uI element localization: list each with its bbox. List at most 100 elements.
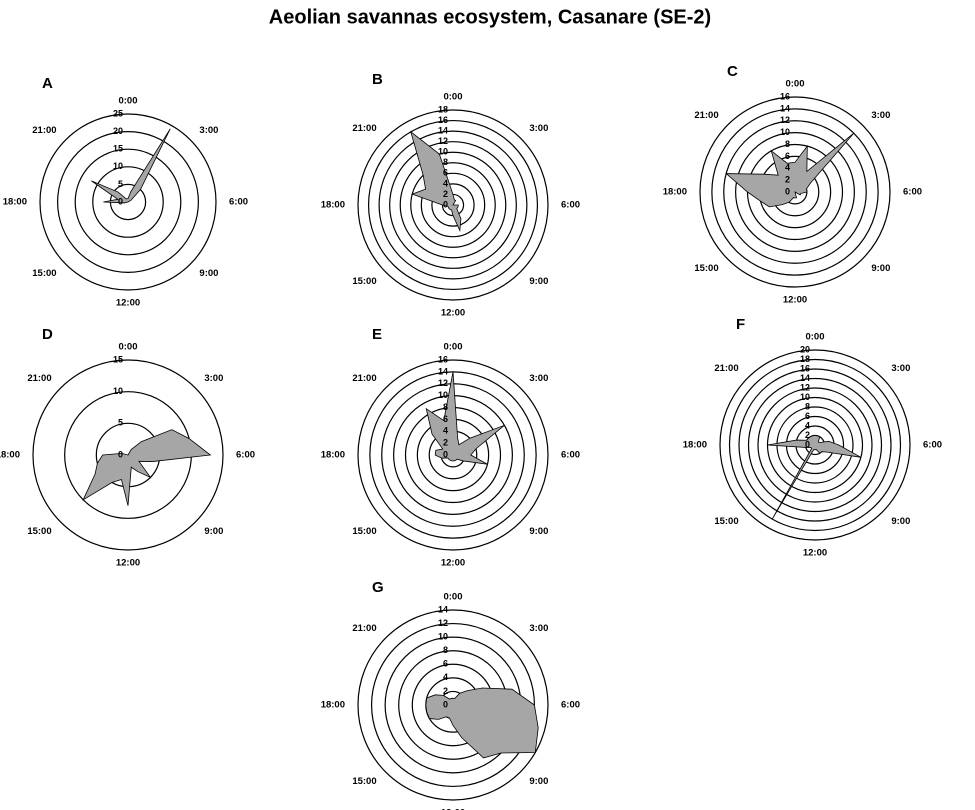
y-tick-label: 12 (438, 136, 448, 146)
hour-label: 18:00 (321, 200, 345, 211)
hour-label: 15:00 (352, 276, 376, 287)
hour-label: 0:00 (443, 342, 462, 353)
hour-label: 12:00 (116, 298, 140, 309)
hour-label: 18:00 (663, 187, 687, 198)
hour-label: 0:00 (118, 96, 137, 107)
y-tick-label: 16 (438, 115, 448, 125)
y-tick-label: 10 (438, 632, 448, 642)
hour-label: 18:00 (321, 700, 345, 711)
y-tick-label: 8 (443, 645, 448, 655)
hour-label: 12:00 (803, 548, 827, 559)
y-tick-label: 10 (113, 161, 123, 171)
hour-label: 3:00 (199, 125, 218, 136)
y-tick-label: 12 (800, 382, 810, 392)
y-tick-label: 14 (780, 103, 790, 113)
activity-area (91, 129, 170, 203)
hour-label: 15:00 (352, 776, 376, 787)
y-tick-label: 18 (800, 354, 810, 364)
hour-label: 9:00 (871, 263, 890, 274)
y-tick-label: 2 (785, 175, 790, 185)
hour-label: 18:00 (0, 450, 20, 461)
y-tick-label: 4 (805, 420, 810, 430)
hour-label: 9:00 (529, 526, 548, 537)
activity-area (768, 436, 861, 520)
y-tick-label: 2 (443, 438, 448, 448)
y-tick-label: 0 (443, 199, 448, 209)
y-tick-label: 20 (800, 344, 810, 354)
hour-label: 9:00 (204, 526, 223, 537)
hour-label: 0:00 (443, 592, 462, 603)
y-tick-label: 10 (438, 147, 448, 157)
hour-label: 0:00 (118, 342, 137, 353)
y-tick-label: 8 (785, 139, 790, 149)
y-tick-label: 4 (443, 178, 448, 188)
hour-label: 15:00 (32, 268, 56, 279)
hour-label: 6:00 (561, 700, 580, 711)
y-tick-label: 0 (118, 196, 123, 206)
y-tick-label: 14 (800, 373, 810, 383)
hour-label: 21:00 (27, 373, 51, 384)
panel-label: C (727, 63, 738, 80)
hour-label: 21:00 (694, 110, 718, 121)
hour-label: 6:00 (923, 440, 942, 451)
y-tick-label: 14 (438, 366, 448, 376)
y-tick-label: 12 (438, 378, 448, 388)
y-tick-label: 15 (113, 354, 123, 364)
hour-label: 12:00 (116, 558, 140, 569)
y-tick-label: 2 (443, 189, 448, 199)
hour-label: 15:00 (27, 526, 51, 537)
hour-label: 21:00 (352, 373, 376, 384)
hour-label: 18:00 (321, 450, 345, 461)
panel-label: F (736, 316, 745, 333)
y-tick-label: 25 (113, 108, 123, 118)
y-tick-label: 2 (805, 430, 810, 440)
hour-label: 9:00 (891, 516, 910, 527)
hour-label: 6:00 (561, 200, 580, 211)
hour-label: 0:00 (785, 79, 804, 90)
hour-label: 21:00 (32, 125, 56, 136)
y-tick-label: 4 (443, 426, 448, 436)
y-tick-label: 14 (438, 125, 448, 135)
hour-label: 18:00 (3, 197, 27, 208)
y-tick-label: 14 (438, 604, 448, 614)
y-tick-label: 16 (780, 91, 790, 101)
y-tick-label: 10 (800, 392, 810, 402)
y-tick-label: 10 (780, 127, 790, 137)
hour-label: 0:00 (805, 332, 824, 343)
y-tick-label: 6 (443, 414, 448, 424)
y-tick-label: 5 (118, 179, 123, 189)
y-tick-label: 0 (443, 449, 448, 459)
y-tick-label: 0 (805, 439, 810, 449)
y-tick-label: 16 (800, 363, 810, 373)
panel-label: E (372, 326, 382, 343)
hour-label: 21:00 (352, 123, 376, 134)
figure-title: Aeolian savannas ecosystem, Casanare (SE… (269, 6, 711, 28)
y-tick-label: 8 (805, 401, 810, 411)
y-tick-label: 4 (443, 672, 448, 682)
y-tick-label: 20 (113, 126, 123, 136)
activity-area (83, 430, 210, 506)
hour-label: 3:00 (529, 373, 548, 384)
y-tick-label: 0 (118, 449, 123, 459)
hour-label: 15:00 (352, 526, 376, 537)
panel-label: B (372, 71, 383, 88)
hour-label: 12:00 (441, 308, 465, 319)
hour-label: 3:00 (204, 373, 223, 384)
hour-label: 6:00 (561, 450, 580, 461)
hour-label: 21:00 (714, 363, 738, 374)
hour-label: 12:00 (783, 295, 807, 306)
figure: Aeolian savannas ecosystem, Casanare (SE… (0, 0, 975, 810)
y-tick-label: 6 (805, 411, 810, 421)
y-tick-label: 0 (785, 186, 790, 196)
y-tick-label: 4 (785, 163, 790, 173)
hour-label: 6:00 (903, 187, 922, 198)
hour-label: 3:00 (529, 123, 548, 134)
hour-label: 3:00 (891, 363, 910, 374)
y-tick-label: 6 (785, 151, 790, 161)
y-tick-label: 15 (113, 144, 123, 154)
hour-label: 6:00 (229, 197, 248, 208)
y-tick-label: 6 (443, 659, 448, 669)
hour-label: 6:00 (236, 450, 255, 461)
y-tick-label: 12 (780, 115, 790, 125)
panel-label: D (42, 326, 53, 343)
